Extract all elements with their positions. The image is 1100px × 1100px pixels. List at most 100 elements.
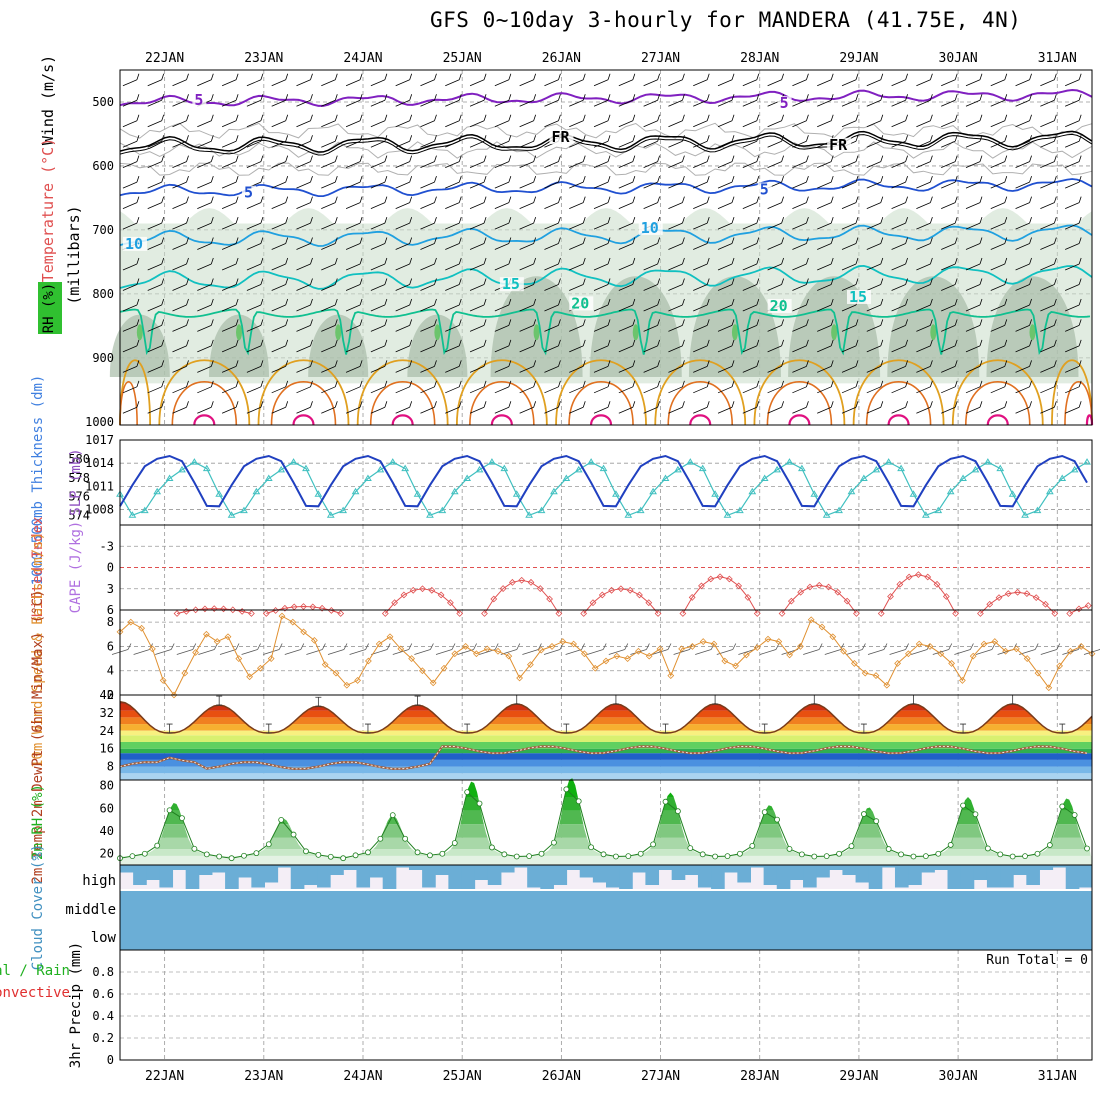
- chart-title: GFS 0~10day 3-hourly for MANDERA (41.75E…: [430, 8, 1022, 32]
- wind-barb: [494, 319, 512, 332]
- wind-barb: [792, 73, 809, 87]
- wind-barb: [395, 216, 413, 230]
- wind-barb: [965, 298, 983, 312]
- cloud-high-bar: [579, 865, 594, 878]
- wind-barb: [1015, 196, 1032, 209]
- li-point: [248, 610, 255, 617]
- wind-barb: [817, 319, 834, 332]
- rh-point: [154, 842, 161, 849]
- li-series-line: [583, 588, 659, 614]
- wind-barb: [172, 278, 189, 291]
- wind-barb: [643, 278, 661, 291]
- contour-label: FR: [829, 136, 848, 154]
- wind-barb: [965, 401, 983, 414]
- cloud-high-bar: [395, 865, 410, 868]
- wind-barb: [891, 360, 908, 373]
- wind-point: [354, 677, 361, 684]
- precip-convective-title: Convective: [0, 985, 70, 1001]
- wind-barb: [172, 94, 189, 107]
- wind-barb: [246, 319, 264, 332]
- temp-color-band: [120, 766, 1092, 774]
- rh-high-dot: [434, 324, 441, 341]
- isotherm-loop: [865, 381, 932, 426]
- wind-barb: [321, 278, 338, 291]
- cloud-high-bar: [185, 865, 200, 890]
- rh-point: [241, 852, 247, 859]
- wind-barb: [916, 176, 933, 189]
- cloud-layer-label: low: [91, 930, 117, 946]
- temp-minmax-bar: [1009, 694, 1016, 705]
- rh-point: [166, 807, 173, 814]
- wind-barb: [817, 257, 834, 271]
- wind-barb: [296, 298, 313, 312]
- wind-barb: [197, 298, 214, 312]
- rh-point: [699, 851, 706, 858]
- pressure-tick-label: 1000: [85, 415, 114, 429]
- wind-barb: [221, 73, 239, 87]
- rh-point: [538, 850, 545, 857]
- wind-barb: [246, 257, 264, 271]
- slp-tick-label: 1014: [85, 456, 114, 470]
- wind-barb: [172, 319, 189, 332]
- cloud-high-bar: [1065, 865, 1080, 890]
- wind-barb: [469, 155, 487, 169]
- wind-barb: [717, 176, 735, 189]
- wind-barb: [445, 401, 462, 414]
- wind-barb: [643, 319, 661, 332]
- wind-barb: [569, 216, 586, 230]
- wind-barb: [668, 114, 685, 128]
- wind-barb: [197, 155, 214, 169]
- wind-barb: [841, 360, 859, 373]
- wind-barb: [742, 278, 760, 291]
- isotherm-loop: [753, 359, 846, 426]
- rh-point: [1022, 853, 1028, 860]
- wind-barb: [767, 257, 784, 271]
- wind-barb: [395, 237, 413, 250]
- wind-series-line: [119, 615, 1093, 696]
- rh-point: [228, 855, 235, 862]
- wind-barb: [1065, 298, 1082, 312]
- wind-barb: [965, 196, 983, 209]
- wind-point: [149, 645, 156, 653]
- wind-barb: [321, 216, 338, 230]
- wind-barb: [445, 94, 462, 107]
- slp-point: [512, 490, 521, 497]
- wind-barb: [941, 319, 958, 332]
- cloud-high-bar: [724, 865, 738, 873]
- wind-barb: [221, 360, 239, 373]
- wind-barb: [965, 380, 983, 394]
- wind-barb: [941, 278, 958, 291]
- rh-point: [811, 853, 818, 860]
- wind-barb: [965, 73, 983, 87]
- surface-wind-barb: [716, 643, 737, 655]
- wind-barb: [147, 360, 165, 373]
- cloud-high-bar: [172, 865, 187, 870]
- wind-barb: [494, 94, 512, 107]
- pressure-tick-label: 500: [92, 95, 114, 109]
- wind-barb: [345, 360, 363, 373]
- wind-barb: [395, 196, 413, 209]
- rh-point: [836, 850, 842, 857]
- wind-barb: [891, 94, 908, 107]
- wind-barb: [445, 73, 462, 87]
- wind-barb: [792, 339, 809, 353]
- wind-barb: [792, 237, 809, 250]
- thickness-tick-label: 580: [68, 452, 90, 466]
- temp-minmax-bar: [960, 723, 967, 734]
- contour-label-bg: [777, 96, 792, 111]
- wind-barb: [742, 176, 760, 189]
- rh-point: [898, 851, 904, 858]
- cloud-high-bar: [133, 865, 147, 885]
- li-point: [173, 610, 181, 617]
- wind-barb: [965, 319, 983, 332]
- rh-point: [265, 841, 272, 848]
- wind-barb: [891, 155, 908, 169]
- contour-label: 5: [760, 181, 769, 199]
- temp-tick-label: 16: [100, 742, 114, 756]
- slp-point: [488, 458, 496, 465]
- wind-barb: [122, 298, 140, 312]
- wind-barb: [891, 73, 908, 87]
- isotherm-loop: [887, 414, 910, 426]
- wind-barb: [618, 73, 636, 87]
- wind-barb: [420, 380, 437, 394]
